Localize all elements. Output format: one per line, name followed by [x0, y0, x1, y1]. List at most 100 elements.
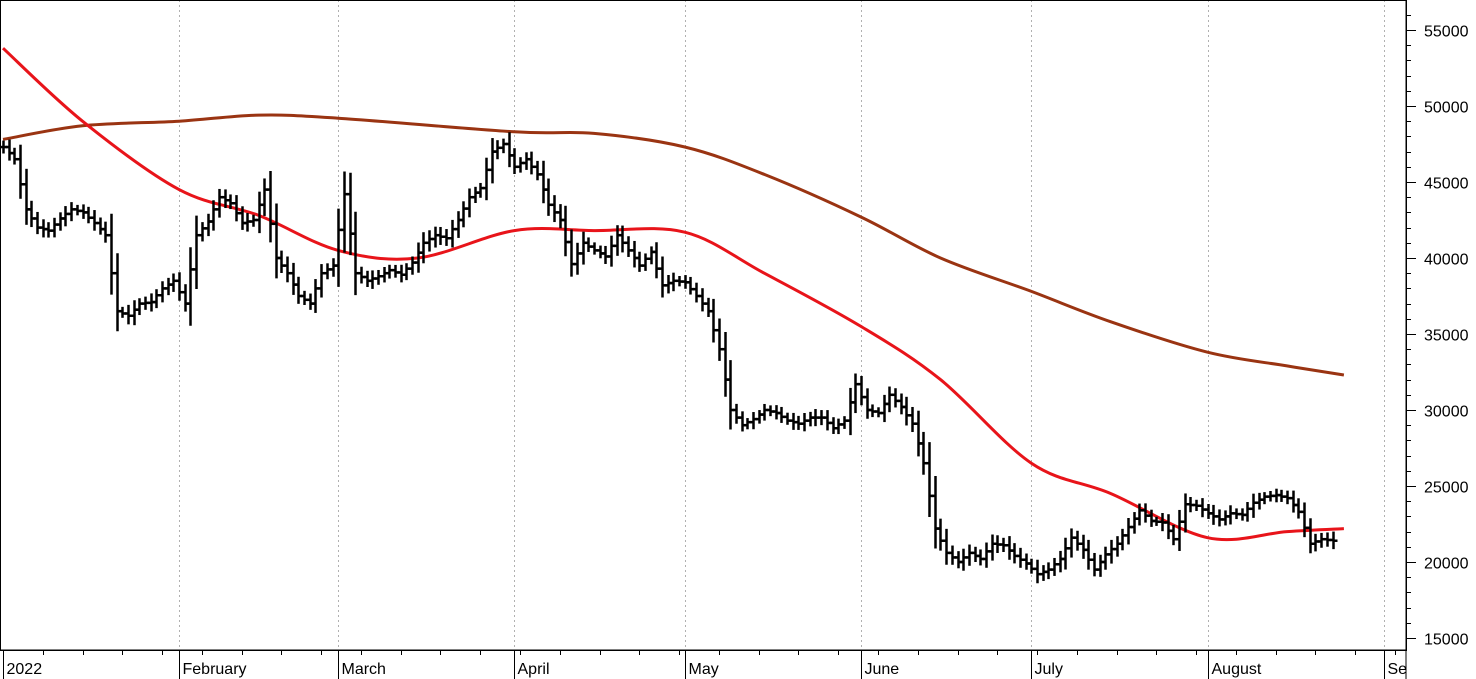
price-bar — [1107, 539, 1116, 564]
price-bar — [340, 171, 349, 253]
price-bar — [732, 403, 741, 424]
price-bar — [1181, 493, 1190, 533]
y-tick-label: 25000 — [1424, 480, 1469, 497]
price-bar — [533, 160, 542, 181]
price-bar — [1113, 536, 1122, 557]
price-bar — [1022, 553, 1031, 570]
price-bar — [1289, 490, 1298, 513]
price-bar — [306, 293, 315, 310]
price-bar — [539, 160, 548, 204]
price-bar — [22, 168, 31, 225]
x-tick-label: August — [1212, 661, 1262, 678]
price-bar — [800, 412, 809, 432]
price-bar — [965, 544, 974, 566]
x-tick-label: April — [518, 661, 550, 678]
x-tick-label: March — [342, 661, 386, 678]
price-bar — [891, 388, 900, 408]
price-bar — [488, 138, 497, 184]
price-bar — [652, 242, 661, 279]
price-bar — [863, 388, 872, 419]
price-bar — [380, 266, 389, 283]
price-bar — [510, 148, 519, 175]
price-bar — [1118, 528, 1127, 551]
price-bar — [527, 151, 536, 175]
price-bars — [0, 132, 1338, 584]
price-bar — [266, 171, 275, 243]
price-bar — [130, 300, 139, 326]
price-bar — [346, 172, 355, 256]
price-bar — [1084, 539, 1093, 570]
price-bar — [425, 230, 434, 252]
price-bar — [1209, 504, 1218, 525]
price-bar — [840, 416, 849, 429]
price-bar — [846, 387, 855, 436]
price-bar — [1204, 503, 1213, 519]
price-bar — [755, 410, 764, 424]
price-bar — [806, 411, 815, 427]
price-bar — [726, 360, 735, 430]
price-bar — [357, 266, 366, 284]
price-bar — [959, 548, 968, 571]
price-bar — [567, 229, 576, 277]
price-bar — [635, 251, 644, 272]
price-bar — [709, 298, 718, 343]
price-bar — [164, 277, 173, 296]
price-bar — [823, 410, 832, 431]
price-bar — [61, 206, 70, 227]
x-tick-label: 2022 — [7, 661, 43, 678]
price-bar — [1130, 512, 1139, 534]
price-bar — [255, 191, 264, 234]
price-bar — [1306, 518, 1315, 554]
price-bar — [27, 200, 36, 228]
price-bar — [50, 217, 59, 238]
price-bar — [505, 132, 514, 168]
price-bar — [385, 264, 394, 279]
price-bar — [10, 147, 19, 165]
price-bar — [84, 206, 93, 224]
price-bar — [857, 375, 866, 406]
price-bar — [113, 253, 122, 332]
price-bar — [471, 186, 480, 204]
price-bar — [954, 551, 963, 569]
price-bar — [1090, 552, 1099, 577]
y-tick-label: 35000 — [1424, 328, 1469, 345]
price-bar — [175, 272, 184, 301]
price-bar — [96, 217, 105, 235]
price-bar — [573, 242, 582, 275]
price-bar — [783, 412, 792, 425]
price-bar — [482, 157, 491, 201]
price-bar — [971, 546, 980, 563]
price-bar — [851, 373, 860, 414]
price-bar — [522, 152, 531, 170]
price-bar — [902, 396, 911, 426]
price-bar — [476, 182, 485, 198]
price-bar — [919, 431, 928, 475]
price-bar — [67, 202, 76, 222]
price-bar — [925, 442, 934, 517]
price-bar — [686, 276, 695, 295]
price-bar — [948, 545, 957, 565]
y-tick-label: 40000 — [1424, 252, 1469, 269]
price-bar — [1010, 543, 1019, 564]
price-bar — [760, 403, 769, 421]
price-bar — [544, 178, 553, 216]
price-bar — [516, 157, 525, 173]
price-bar — [1164, 514, 1173, 540]
price-bar — [363, 270, 372, 288]
price-bar — [601, 245, 610, 264]
y-tick-label: 55000 — [1424, 24, 1469, 41]
price-bar — [942, 528, 951, 565]
moving-averages — [1, 47, 1345, 542]
price-bar — [204, 213, 213, 237]
y-tick-label: 30000 — [1424, 404, 1469, 421]
price-bar — [1005, 536, 1014, 560]
price-bar — [1329, 531, 1338, 550]
price-bar — [260, 178, 269, 216]
price-bar — [334, 208, 343, 287]
price-bar — [499, 138, 508, 154]
price-bar — [1027, 558, 1036, 574]
price-bar — [596, 245, 605, 259]
price-bar — [1033, 559, 1042, 584]
price-bar — [834, 418, 843, 435]
